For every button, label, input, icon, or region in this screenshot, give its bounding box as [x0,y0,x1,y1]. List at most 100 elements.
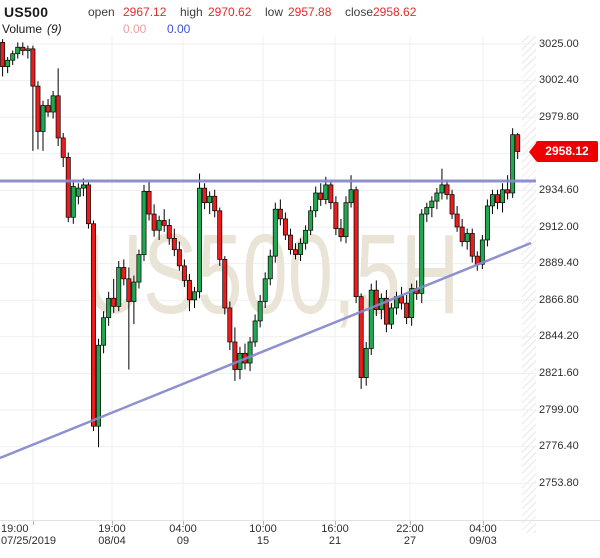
candle-body [187,280,192,301]
candle-body [293,249,298,255]
candle-body [121,267,127,280]
candle-body [404,302,410,319]
candle-body [247,341,253,364]
candle-body [469,233,475,257]
candle-body [323,184,329,200]
candle-body [151,213,157,231]
candle-body [318,192,324,200]
candle-body [192,291,197,301]
candle-body [5,59,11,68]
candle-body [495,194,500,204]
candle-body [459,226,465,242]
candle-body [30,48,36,87]
candle-body [444,184,450,195]
candle-body [0,42,6,68]
candle-body [35,85,41,132]
candle-body [85,184,91,225]
candle-body [333,202,339,229]
candle-body [80,184,86,189]
candle-body [106,297,112,319]
candle-body [15,46,21,55]
candle-body [101,317,107,346]
candle-body [338,228,344,238]
candle-body [111,297,117,307]
candle-body [65,157,71,218]
candle-body [399,296,405,304]
candle-body [277,208,283,220]
candle-body [126,278,132,302]
candle-body [303,229,309,244]
candle-body [45,105,51,113]
candle-body [358,296,364,378]
candle-body [363,348,369,378]
candle-body [176,249,182,267]
candle-body [217,210,223,260]
candle-body [171,237,177,251]
candle-body [282,218,288,236]
candle-body [298,242,304,255]
candle-body [343,202,349,238]
candle-body [75,187,81,197]
candle-body [510,134,516,194]
candle-body [484,205,490,241]
current-price-badge: 2958.12 [536,141,598,162]
candle-body [424,207,430,215]
candle-body [454,213,460,228]
candle-body [353,189,359,297]
candle-body [368,289,374,349]
candle-body [449,194,455,215]
candle-body [161,220,167,226]
candle-body [146,191,152,215]
candle-body [348,189,354,204]
candle-body [328,184,334,204]
candle-body [222,259,228,309]
candle-body [202,187,208,204]
candle-body [40,105,46,132]
candle-body [500,189,506,204]
candle-body [288,234,293,251]
candle-body [232,341,238,370]
candle-body [272,208,278,257]
candle-body [156,220,162,231]
candle-body [434,192,440,202]
candle-body [429,200,435,208]
candle-body [227,307,233,343]
candle-body [25,48,31,51]
candle-body [141,191,147,255]
candle-body [308,210,314,231]
candle-body [207,195,213,204]
candle-body [50,95,56,113]
candle-body [257,301,263,322]
candle-body [60,137,66,158]
candle-body [131,281,137,302]
candle-body [20,46,26,51]
candle-body [313,192,319,212]
candle-body [181,265,187,281]
candle-body [166,225,172,239]
candle-body [262,278,268,302]
candle-body [252,320,258,343]
candle-body [212,195,218,212]
candle-body [136,254,142,283]
candle-body [373,289,379,310]
candle-body [464,233,470,242]
candle-body [439,184,445,194]
candle-body [419,213,425,294]
candle-body [409,288,415,319]
candle-body [197,187,202,293]
candle-body [267,255,273,280]
candle-body [10,53,16,61]
candle-body [490,194,495,207]
candle-body [389,307,394,325]
candle-body [91,223,96,427]
candle-body [55,95,61,139]
candle-body [70,186,76,218]
candle-body [383,297,389,325]
ascending-support-line[interactable] [0,241,532,460]
candle-body [116,267,122,307]
candle-body [515,134,521,152]
candle-body [505,189,511,194]
candle-body [479,239,485,265]
